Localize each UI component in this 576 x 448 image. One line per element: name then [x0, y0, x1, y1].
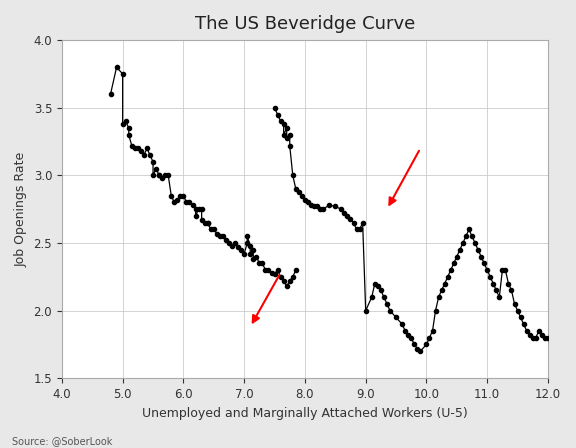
Y-axis label: Job Openings Rate: Job Openings Rate	[15, 151, 28, 267]
Title: The US Beveridge Curve: The US Beveridge Curve	[195, 15, 415, 33]
Text: Source: @SoberLook: Source: @SoberLook	[12, 436, 112, 446]
X-axis label: Unemployed and Marginally Attached Workers (U-5): Unemployed and Marginally Attached Worke…	[142, 407, 468, 420]
